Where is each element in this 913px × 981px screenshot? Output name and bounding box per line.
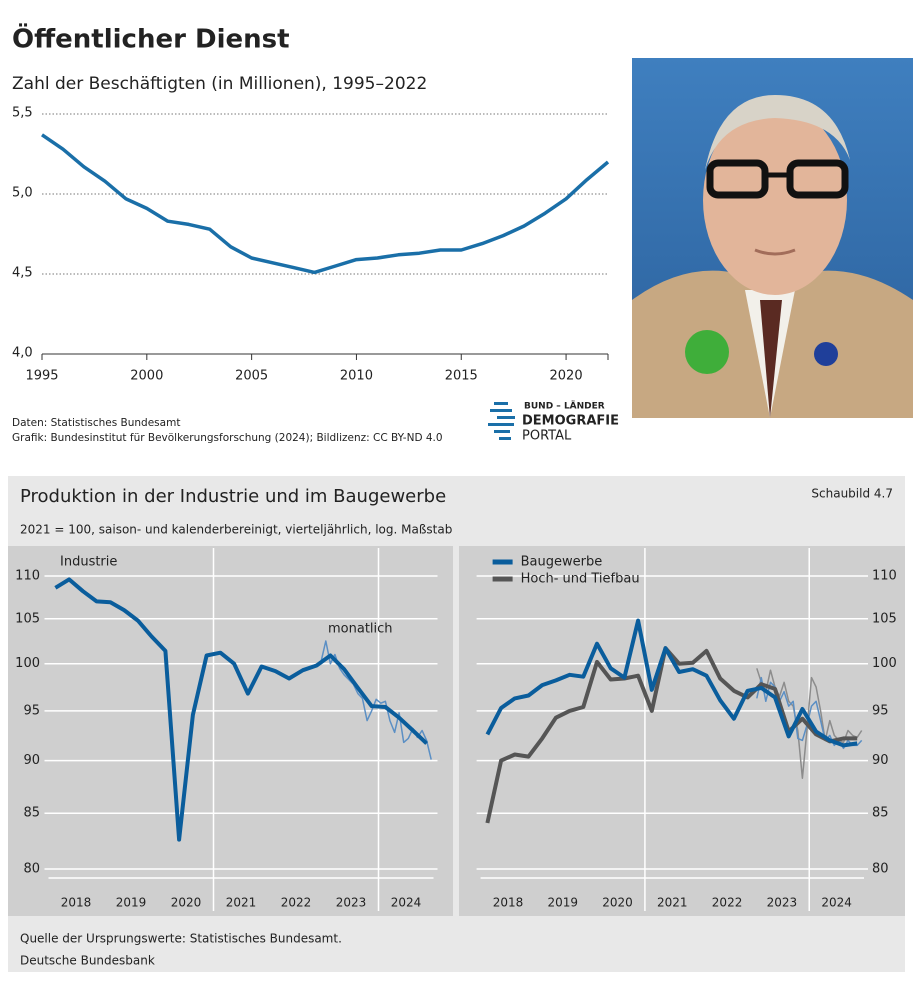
y-tick-label: 5,0	[12, 186, 33, 201]
x-tick-label: 2023	[336, 896, 367, 910]
x-tick-label: 2023	[767, 896, 798, 910]
y-tick-label: 100	[872, 656, 897, 671]
source: Deutsche Bundesbank	[20, 954, 155, 968]
figure-subtitle: 2021 = 100, saison- und kalenderbereinig…	[20, 523, 452, 537]
x-tick-label: 2022	[281, 896, 312, 910]
y-tick-label: 95	[872, 703, 889, 718]
y-tick-label: 90	[23, 753, 40, 768]
figure-title: Produktion in der Industrie und im Bauge…	[20, 486, 446, 507]
x-tick-label: 2024	[821, 896, 852, 910]
logo-text: DEMOGRAFIE	[522, 414, 619, 429]
y-tick-label: 110	[872, 569, 897, 584]
figure-label: Schaubild 4.7	[811, 487, 893, 501]
panel-label: Industrie	[60, 555, 117, 570]
legend-label: Baugewerbe	[521, 555, 603, 570]
x-tick-label: 2022	[712, 896, 743, 910]
legend-label: Hoch- und Tiefbau	[521, 572, 640, 587]
y-tick-label: 110	[15, 569, 40, 584]
x-tick-label: 2021	[657, 896, 688, 910]
chart-title: Öffentlicher Dienst	[12, 22, 290, 55]
y-tick-label: 85	[23, 806, 40, 821]
y-tick-label: 80	[872, 862, 889, 877]
x-tick-label: 2020	[550, 369, 583, 384]
x-tick-label: 2005	[235, 369, 268, 384]
logo-text: PORTAL	[522, 429, 572, 444]
panel	[8, 546, 453, 916]
x-tick-label: 2018	[493, 896, 524, 910]
x-tick-label: 2018	[61, 896, 92, 910]
x-tick-label: 2015	[445, 369, 478, 384]
x-tick-label: 2024	[391, 896, 422, 910]
x-tick-label: 2021	[226, 896, 257, 910]
logo-text: BUND – LÄNDER	[524, 401, 605, 412]
chart-subtitle: Zahl der Beschäftigten (in Millionen), 1…	[12, 74, 427, 94]
source: Daten: Statistisches Bundesamt	[12, 417, 180, 429]
x-tick-label: 2019	[116, 896, 147, 910]
photo	[632, 58, 913, 418]
line-series	[41, 133, 610, 275]
panel	[459, 546, 905, 916]
x-tick-label: 2019	[547, 896, 578, 910]
y-tick-label: 105	[872, 611, 897, 626]
source: Grafik: Bundesinstitut für Bevölkerungsf…	[12, 432, 443, 444]
y-tick-label: 5,5	[12, 106, 33, 121]
x-tick-label: 2000	[130, 369, 163, 384]
y-tick-label: 85	[872, 806, 889, 821]
source: Quelle der Ursprungswerte: Statistisches…	[20, 932, 342, 946]
x-tick-label: 1995	[25, 369, 58, 384]
line-series	[54, 577, 428, 842]
annotation: monatlich	[328, 622, 393, 637]
x-tick-label: 2020	[171, 896, 202, 910]
y-tick-label: 95	[23, 703, 40, 718]
y-tick-label: 4,0	[12, 346, 33, 361]
x-tick-label: 2010	[340, 369, 373, 384]
y-tick-label: 105	[15, 611, 40, 626]
y-tick-label: 80	[23, 862, 40, 877]
x-tick-label: 2020	[602, 896, 633, 910]
y-tick-label: 4,5	[12, 266, 33, 281]
y-tick-label: 90	[872, 753, 889, 768]
line-series	[756, 668, 863, 779]
logo: BUND – LÄNDER DEMOGRAFIE PORTAL	[488, 401, 619, 444]
y-tick-label: 100	[15, 656, 40, 671]
line-series	[485, 618, 858, 748]
